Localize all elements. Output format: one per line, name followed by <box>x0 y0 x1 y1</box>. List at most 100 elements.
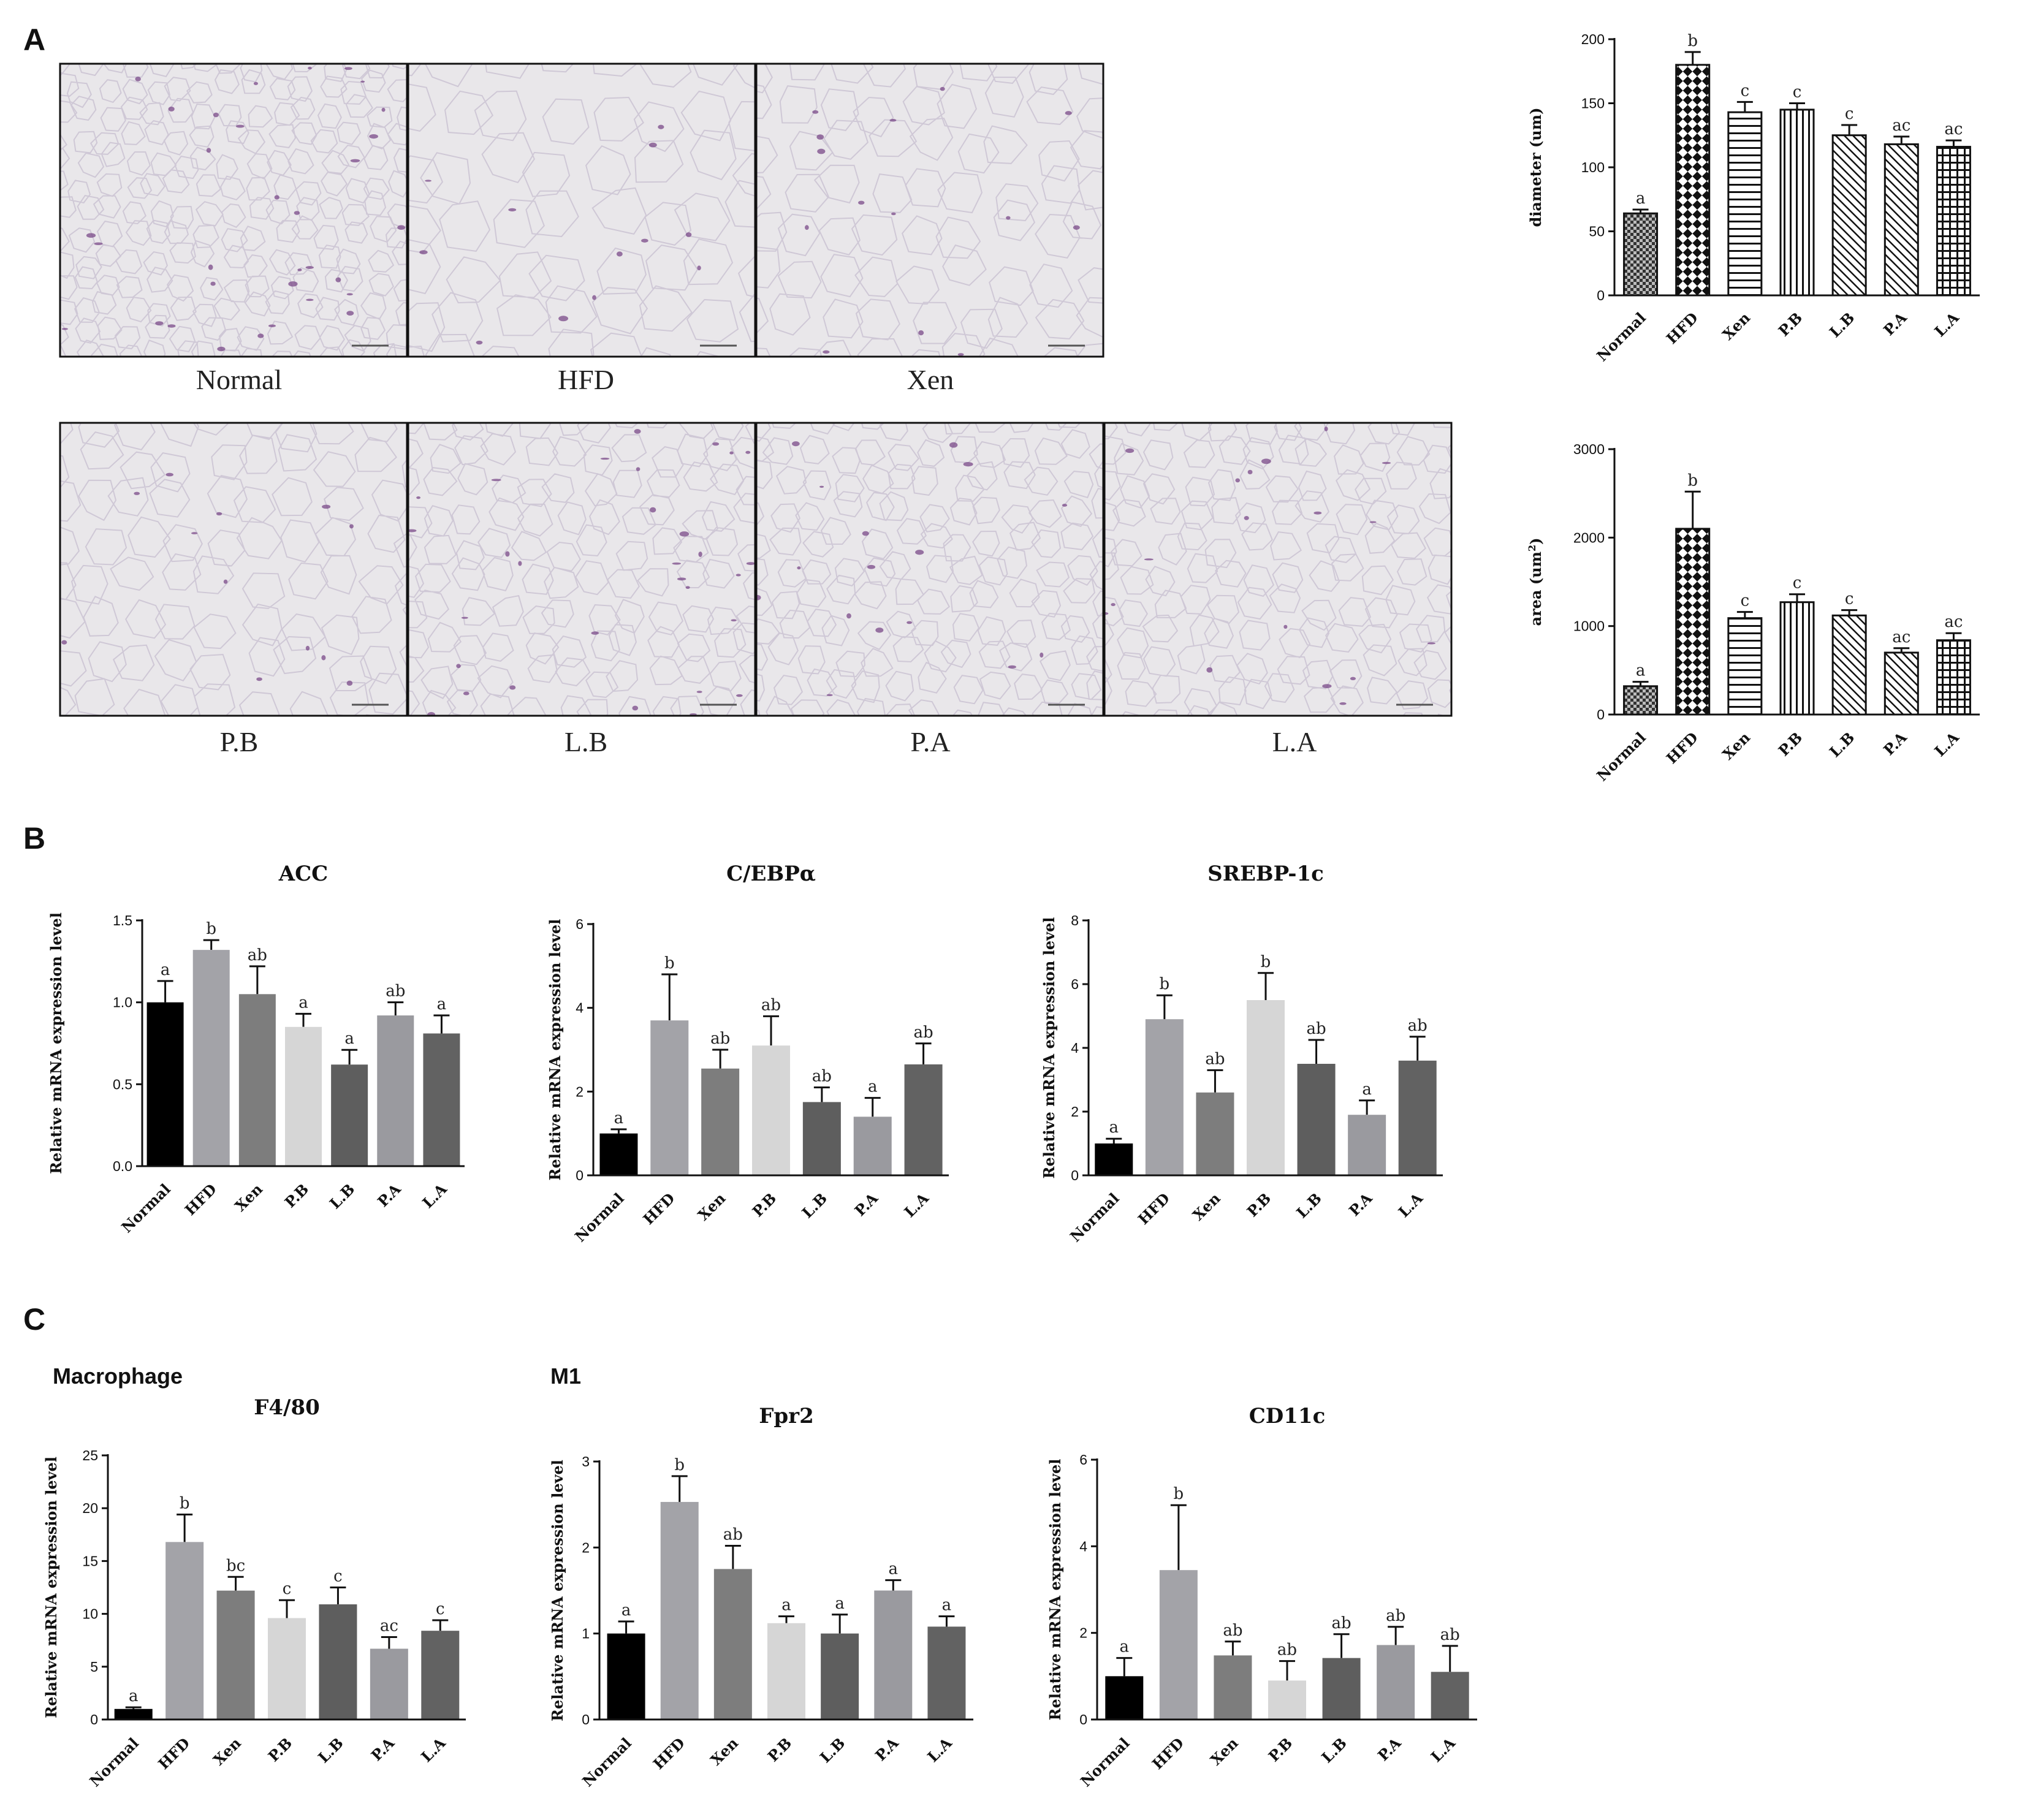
cell-walls <box>756 423 1103 716</box>
stained-nucleus <box>819 485 824 488</box>
category-label: L.A <box>1394 1189 1426 1221</box>
stained-nucleus <box>731 619 737 622</box>
bar-pa <box>1377 1645 1415 1720</box>
stained-nucleus <box>306 298 314 301</box>
y-tick-label: 8 <box>1071 912 1079 928</box>
significance-label: ab <box>723 1526 743 1544</box>
significance-label: ab <box>913 1023 933 1042</box>
significance-label: a <box>781 1596 791 1615</box>
category-label: Xen <box>1719 729 1754 764</box>
stained-nucleus <box>797 566 801 570</box>
micrograph-background <box>408 423 755 716</box>
micrograph-pa <box>755 422 1104 717</box>
category-label: P.B <box>1775 729 1806 760</box>
stained-nucleus <box>1125 448 1135 453</box>
category-label: P.B <box>281 1180 313 1211</box>
cell-walls <box>408 423 755 716</box>
y-tick-label: 25 <box>82 1447 98 1463</box>
y-tick-label: 5 <box>90 1659 98 1675</box>
bar-pb <box>752 1045 790 1175</box>
stained-nucleus <box>729 451 734 455</box>
significance-label: ab <box>1440 1626 1460 1644</box>
significance-label: b <box>1687 471 1698 490</box>
stained-nucleus <box>217 346 226 352</box>
y-tick-label: 2 <box>1079 1625 1087 1641</box>
stained-nucleus <box>288 281 298 287</box>
significance-label: ac <box>1892 116 1910 135</box>
stained-nucleus <box>305 266 314 269</box>
panel-letter-c: C <box>23 1302 45 1337</box>
significance-label: a <box>129 1687 139 1705</box>
chart-fpr2: Fpr2 Relative mRNA expression level 0 1 2 3 a N… <box>549 1404 973 1790</box>
micrograph-pb <box>59 422 408 717</box>
significance-label: ab <box>1408 1017 1427 1035</box>
significance-label: ab <box>1205 1050 1225 1068</box>
stained-nucleus <box>1283 624 1288 629</box>
category-label: Normal <box>571 1189 628 1246</box>
category-label: Xen <box>1189 1189 1224 1224</box>
category-label: L.A <box>900 1189 932 1221</box>
category-label: L.A <box>924 1734 956 1765</box>
category-label: HFD <box>650 1734 688 1773</box>
micrograph-caption: L.A <box>1272 726 1317 757</box>
category-label: HFD <box>1663 729 1701 767</box>
category-label: Normal <box>86 1734 142 1791</box>
micrograph-caption: P.B <box>220 726 259 757</box>
stained-nucleus <box>346 311 354 316</box>
stained-nucleus <box>792 441 800 447</box>
micrograph-caption: HFD <box>558 364 614 395</box>
chart-area: area (um2) 0 1000 2000 3000 a Normal b HFD c Xen c P… <box>1526 441 1980 784</box>
stained-nucleus <box>672 562 682 565</box>
category-label: L.A <box>417 1734 449 1765</box>
y-tick-label: 4 <box>1079 1538 1087 1554</box>
bar-pa <box>1884 143 1919 297</box>
significance-label: b <box>180 1495 190 1513</box>
stained-nucleus <box>518 561 522 566</box>
micrograph-hfd <box>407 63 756 358</box>
bar-pa <box>874 1590 913 1720</box>
stained-nucleus <box>826 694 833 697</box>
significance-label: a <box>835 1594 845 1613</box>
bar-xen <box>1214 1655 1252 1720</box>
category-label: P.A <box>1880 308 1910 339</box>
bar-xen <box>701 1068 740 1175</box>
micrograph-frame <box>407 422 756 717</box>
stained-nucleus <box>1261 458 1271 464</box>
stained-nucleus <box>321 655 326 661</box>
significance-label: ab <box>761 996 781 1014</box>
stained-nucleus <box>135 77 141 82</box>
bar-normal <box>1623 212 1659 297</box>
stained-nucleus <box>1339 702 1347 705</box>
y-tick-label: 4 <box>1071 1040 1079 1056</box>
stained-nucleus <box>1144 558 1154 561</box>
significance-label: bc <box>226 1556 245 1575</box>
group-label-m1: M1 <box>550 1363 581 1389</box>
y-axis-label: area (um2) <box>1526 537 1545 626</box>
significance-label: ac <box>1892 628 1910 646</box>
y-tick-label: 1.0 <box>113 995 132 1010</box>
micrograph-background <box>756 423 1103 716</box>
y-axis-label: diameter (um) <box>1527 107 1545 227</box>
bar-pb <box>268 1618 306 1720</box>
bar-pa <box>377 1015 414 1166</box>
stained-nucleus <box>648 142 657 148</box>
chart-f480: F4/80 Relative mRNA expression level 0 5 10 1… <box>42 1395 466 1790</box>
significance-label: c <box>283 1580 292 1598</box>
micrograph-frame <box>59 63 408 358</box>
stained-nucleus <box>817 148 826 154</box>
bar-hfd <box>1675 64 1711 297</box>
significance-label: ac <box>1944 613 1963 631</box>
bar-lb <box>802 1102 841 1175</box>
bar-la <box>1936 146 1971 297</box>
stained-nucleus <box>86 233 96 238</box>
y-axis-label: Relative mRNA expression level <box>1040 917 1058 1179</box>
stained-nucleus <box>155 321 164 325</box>
stained-nucleus <box>1065 111 1072 115</box>
y-tick-label: 0 <box>582 1712 590 1727</box>
y-tick-label: 200 <box>1581 31 1605 47</box>
category-label: L.B <box>1826 729 1858 761</box>
stained-nucleus <box>616 251 623 257</box>
stained-nucleus <box>690 713 697 716</box>
stained-nucleus <box>1427 642 1435 645</box>
